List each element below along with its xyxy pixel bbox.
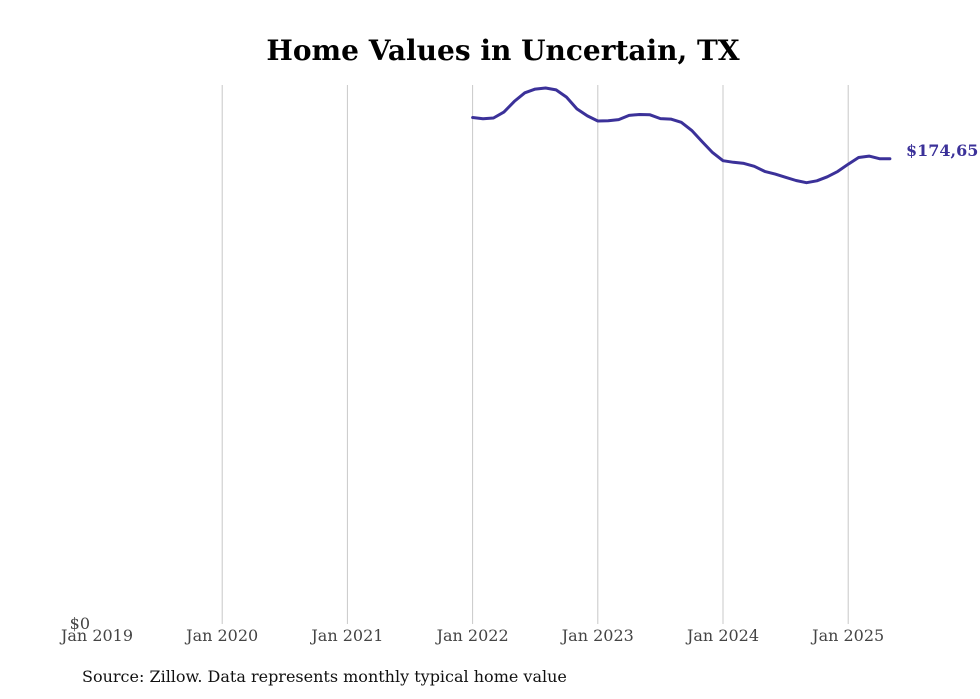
x-tick-label: Jan 2023 xyxy=(560,626,634,645)
y-tick-label: $0 xyxy=(70,614,90,633)
source-note: Source: Zillow. Data represents monthly … xyxy=(82,667,567,686)
x-tick-label: Jan 2021 xyxy=(309,626,383,645)
x-tick-label: Jan 2022 xyxy=(435,626,509,645)
chart-title: Home Values in Uncertain, TX xyxy=(266,34,739,67)
series-line xyxy=(471,86,892,185)
x-tick-label: Jan 2020 xyxy=(184,626,258,645)
gridlines xyxy=(221,85,849,624)
end-value-label: $174,65 xyxy=(906,141,978,160)
x-tick-label: Jan 2019 xyxy=(59,626,133,645)
x-tick-label: Jan 2024 xyxy=(685,626,759,645)
x-tick-label: Jan 2025 xyxy=(810,626,884,645)
x-axis-ticks: Jan 2019 Jan 2020 Jan 2021 Jan 2022 Jan 2023… xyxy=(59,626,884,645)
y-axis-ticks: $0 xyxy=(70,614,90,633)
